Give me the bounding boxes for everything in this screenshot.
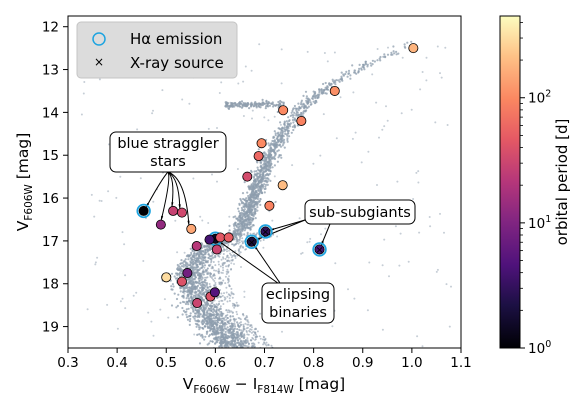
x-tick-label: 0.5 [156, 355, 177, 371]
x-tick-label: 0.9 [352, 355, 373, 371]
annotation-label: sub-subgiants [309, 205, 411, 221]
star-marker [192, 298, 203, 309]
annotation-label: binaries [269, 305, 327, 321]
y-tick-label: 18 [42, 277, 59, 293]
y-tick-label: 13 [42, 63, 59, 79]
annotation-arrow [272, 219, 306, 230]
x-tick-label: 0.6 [205, 355, 226, 371]
star-marker [155, 219, 166, 230]
x-axis-label: VF606W − IF814W [mag] [183, 375, 345, 396]
star-marker [296, 115, 307, 126]
y-tick-label: 14 [42, 105, 59, 121]
colorbar-gradient [499, 15, 521, 349]
star-marker [191, 241, 202, 252]
halpha-ring [258, 224, 273, 239]
colorbar: 100 101 102 orbital period [d] [499, 15, 571, 357]
star-marker [256, 138, 267, 149]
colorbar-tick-label: 101 [528, 214, 551, 232]
star-marker [329, 85, 340, 96]
halpha-ring [312, 242, 327, 257]
y-tick-label: 16 [42, 191, 59, 207]
star-marker [223, 232, 234, 243]
star-marker [278, 105, 289, 116]
halpha-ring [136, 203, 151, 219]
xray-mark: × [315, 245, 323, 256]
xray-mark: × [211, 234, 219, 245]
x-tick-label: 0.4 [106, 355, 127, 371]
star-marker [186, 223, 197, 234]
x-tick-label: 0.8 [303, 355, 324, 371]
x-tick-label: 0.7 [254, 355, 275, 371]
star-marker [176, 207, 187, 218]
annotation-labels: blue straggler stars sub-subgiants eclipsin… [109, 131, 416, 324]
star-marker [209, 287, 220, 298]
annotation-label: stars [150, 154, 186, 170]
annotation-arrow [167, 171, 181, 207]
annotation-arrow [167, 171, 190, 223]
colorbar-label: orbital period [d] [553, 119, 571, 246]
colorbar-tick-label: 102 [528, 89, 551, 107]
y-tick-label: 12 [42, 20, 59, 36]
star-marker [242, 171, 253, 182]
y-axis-label: VF606W [mag] [14, 133, 35, 232]
colorbar-ticks: 100 101 102 [520, 22, 551, 357]
annotation-arrow [146, 171, 169, 206]
star-marker [138, 205, 149, 216]
binary-stars: × × × × [136, 43, 419, 309]
legend-halpha-label: Hα emission [130, 30, 222, 48]
annotation-arrows [144, 171, 331, 287]
star-marker [161, 272, 172, 283]
legend-halpha-marker [92, 32, 106, 46]
annotation-box [261, 282, 335, 324]
annotation-arrow [220, 242, 283, 287]
xray-mark: × [261, 227, 269, 238]
x-tick-label: 0.3 [57, 355, 78, 371]
star-marker [215, 232, 226, 243]
x-tick-label: 1.0 [401, 355, 422, 371]
star-marker [176, 276, 187, 287]
legend: Hα emission × X-ray source [76, 21, 238, 79]
y-axis: 12 13 14 15 16 17 18 19 [42, 20, 68, 336]
star-marker [264, 200, 275, 211]
annotation-arrow [161, 171, 170, 218]
legend-box [76, 21, 238, 79]
star-marker [168, 205, 179, 216]
annotation-arrow [321, 223, 331, 244]
legend-xray-marker: × [94, 55, 104, 69]
annotation-label: blue straggler [117, 136, 218, 152]
star-marker [277, 180, 288, 191]
y-tick-label: 19 [42, 320, 59, 336]
y-tick-label: 17 [42, 234, 59, 250]
xray-mark: × [248, 237, 256, 248]
star-marker [211, 244, 222, 255]
star-marker [204, 234, 215, 245]
annotation-box [109, 131, 227, 173]
x-tick-label: 1.1 [450, 355, 471, 371]
star-marker [246, 236, 257, 247]
legend-xray-label: X-ray source [130, 54, 224, 72]
star-marker [314, 244, 325, 255]
annotation-arrow [255, 247, 283, 287]
star-marker [260, 226, 271, 237]
star-marker [253, 151, 264, 162]
halpha-ring [244, 234, 259, 249]
x-axis: 0.3 0.4 0.5 0.6 0.7 0.8 0.9 1.0 1.1 [57, 348, 472, 371]
annotation-box [304, 199, 416, 225]
star-marker [182, 268, 193, 279]
y-tick-label: 15 [42, 148, 59, 164]
annotation-arrowhead [178, 204, 181, 211]
colorbar-tick-label: 100 [528, 339, 551, 357]
star-marker [408, 43, 419, 54]
annotation-label: eclipsing [266, 287, 330, 303]
